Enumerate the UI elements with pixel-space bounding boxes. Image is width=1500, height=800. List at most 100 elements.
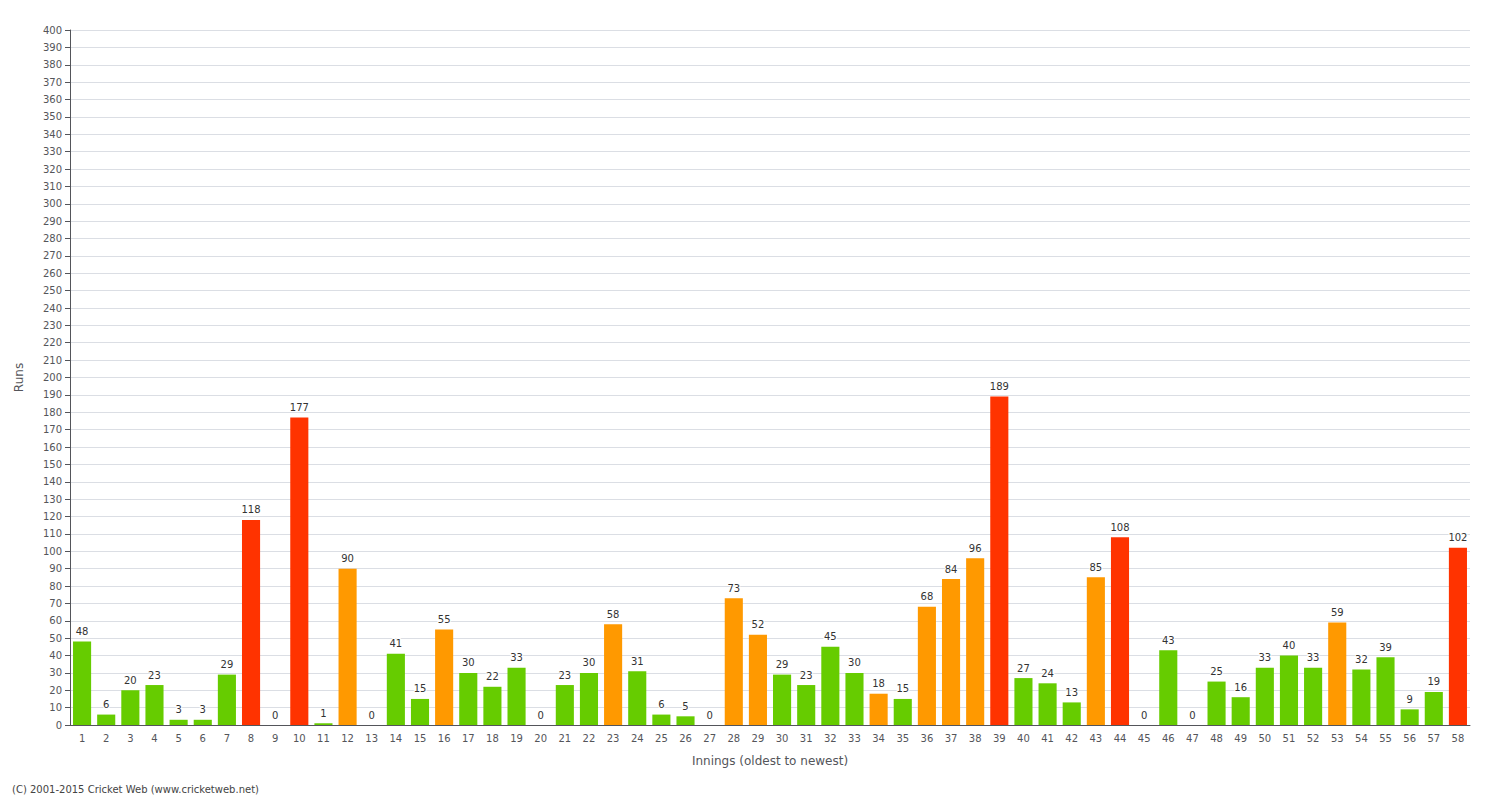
svg-text:57: 57 — [1427, 733, 1440, 744]
svg-text:150: 150 — [43, 459, 62, 470]
svg-text:30: 30 — [776, 733, 789, 744]
svg-text:12: 12 — [341, 733, 354, 744]
svg-text:30: 30 — [583, 657, 596, 668]
svg-text:14: 14 — [389, 733, 402, 744]
svg-text:45: 45 — [1138, 733, 1151, 744]
svg-text:21: 21 — [558, 733, 571, 744]
svg-text:6: 6 — [103, 699, 109, 710]
svg-text:11: 11 — [317, 733, 330, 744]
svg-text:29: 29 — [776, 659, 789, 670]
svg-text:(C) 2001-2015 Cricket Web (www: (C) 2001-2015 Cricket Web (www.cricketwe… — [12, 784, 259, 795]
svg-text:33: 33 — [510, 652, 523, 663]
svg-text:39: 39 — [993, 733, 1006, 744]
svg-text:58: 58 — [607, 609, 620, 620]
svg-text:240: 240 — [43, 303, 62, 314]
svg-text:0: 0 — [1189, 710, 1195, 721]
svg-text:40: 40 — [49, 650, 62, 661]
svg-text:90: 90 — [341, 553, 354, 564]
svg-text:260: 260 — [43, 268, 62, 279]
svg-text:Runs: Runs — [12, 363, 26, 392]
svg-text:24: 24 — [631, 733, 644, 744]
svg-text:310: 310 — [43, 181, 62, 192]
svg-text:60: 60 — [49, 615, 62, 626]
svg-text:43: 43 — [1089, 733, 1102, 744]
svg-text:28: 28 — [727, 733, 740, 744]
svg-text:360: 360 — [43, 94, 62, 105]
svg-text:85: 85 — [1089, 562, 1102, 573]
svg-text:200: 200 — [43, 372, 62, 383]
svg-text:20: 20 — [124, 675, 137, 686]
svg-text:380: 380 — [43, 59, 62, 70]
svg-text:34: 34 — [872, 733, 885, 744]
svg-text:250: 250 — [43, 285, 62, 296]
svg-text:0: 0 — [1141, 710, 1147, 721]
svg-text:22: 22 — [583, 733, 596, 744]
svg-text:118: 118 — [241, 504, 260, 515]
svg-text:23: 23 — [148, 670, 161, 681]
svg-text:15: 15 — [414, 683, 427, 694]
svg-text:160: 160 — [43, 442, 62, 453]
svg-text:108: 108 — [1110, 522, 1129, 533]
svg-text:46: 46 — [1162, 733, 1175, 744]
svg-text:49: 49 — [1234, 733, 1247, 744]
svg-text:23: 23 — [558, 670, 571, 681]
svg-text:102: 102 — [1448, 532, 1467, 543]
svg-text:300: 300 — [43, 198, 62, 209]
svg-text:340: 340 — [43, 129, 62, 140]
svg-text:20: 20 — [49, 685, 62, 696]
svg-text:Innings (oldest to newest): Innings (oldest to newest) — [692, 754, 848, 768]
svg-text:32: 32 — [1355, 654, 1368, 665]
svg-text:52: 52 — [752, 619, 765, 630]
svg-text:18: 18 — [872, 678, 885, 689]
svg-text:48: 48 — [1210, 733, 1223, 744]
svg-text:110: 110 — [43, 528, 62, 539]
svg-text:33: 33 — [1258, 652, 1271, 663]
svg-text:0: 0 — [706, 710, 712, 721]
svg-text:52: 52 — [1307, 733, 1320, 744]
svg-text:90: 90 — [49, 563, 62, 574]
svg-text:54: 54 — [1355, 733, 1368, 744]
svg-text:10: 10 — [293, 733, 306, 744]
svg-text:177: 177 — [290, 402, 309, 413]
svg-text:53: 53 — [1331, 733, 1344, 744]
svg-text:45: 45 — [824, 631, 837, 642]
svg-text:43: 43 — [1162, 635, 1175, 646]
svg-text:10: 10 — [49, 702, 62, 713]
svg-text:30: 30 — [462, 657, 475, 668]
svg-text:4: 4 — [151, 733, 157, 744]
svg-text:20: 20 — [534, 733, 547, 744]
svg-text:2: 2 — [103, 733, 109, 744]
svg-text:350: 350 — [43, 111, 62, 122]
svg-text:220: 220 — [43, 337, 62, 348]
svg-text:9: 9 — [1406, 694, 1412, 705]
svg-text:41: 41 — [1041, 733, 1054, 744]
svg-text:6: 6 — [658, 699, 664, 710]
svg-text:16: 16 — [1234, 682, 1247, 693]
svg-text:50: 50 — [1258, 733, 1271, 744]
svg-text:17: 17 — [462, 733, 475, 744]
svg-text:330: 330 — [43, 146, 62, 157]
svg-text:30: 30 — [848, 657, 861, 668]
svg-text:55: 55 — [1379, 733, 1392, 744]
svg-text:0: 0 — [56, 720, 62, 731]
svg-text:48: 48 — [76, 626, 89, 637]
svg-text:26: 26 — [679, 733, 692, 744]
svg-text:1: 1 — [320, 708, 326, 719]
svg-text:3: 3 — [200, 704, 206, 715]
svg-text:15: 15 — [414, 733, 427, 744]
svg-text:8: 8 — [248, 733, 254, 744]
svg-text:31: 31 — [800, 733, 813, 744]
svg-text:70: 70 — [49, 598, 62, 609]
svg-text:18: 18 — [486, 733, 499, 744]
svg-text:6: 6 — [200, 733, 206, 744]
svg-text:58: 58 — [1452, 733, 1465, 744]
svg-text:42: 42 — [1065, 733, 1078, 744]
svg-text:68: 68 — [921, 591, 934, 602]
svg-text:30: 30 — [49, 667, 62, 678]
svg-text:25: 25 — [1210, 666, 1223, 677]
svg-text:31: 31 — [631, 656, 644, 667]
svg-text:59: 59 — [1331, 607, 1344, 618]
svg-text:290: 290 — [43, 216, 62, 227]
svg-text:130: 130 — [43, 494, 62, 505]
svg-text:15: 15 — [896, 683, 909, 694]
